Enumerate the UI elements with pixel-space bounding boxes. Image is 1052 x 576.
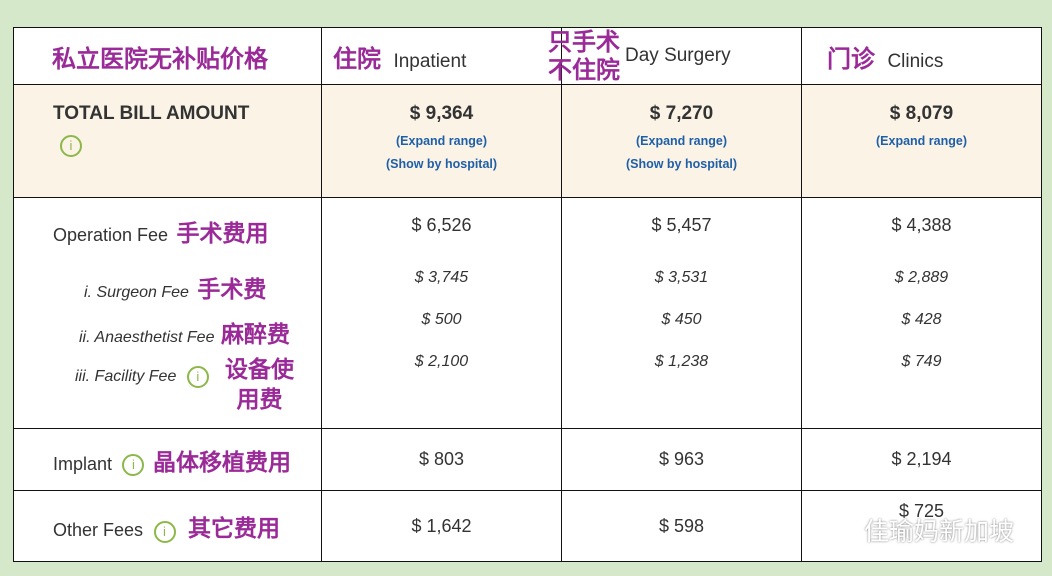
- annotation: 手术费用: [176, 221, 269, 247]
- header-inpatient: 住院 Inpatient: [321, 27, 562, 85]
- row-label: Other Fees: [53, 520, 144, 540]
- fee-value: $ 598: [561, 490, 802, 562]
- fee-value: $ 963: [561, 428, 802, 491]
- other-fees-row: Other Fees i 其它费用 $ 1,642 $ 598 $ 725: [13, 490, 1042, 562]
- info-icon[interactable]: i: [60, 135, 82, 157]
- fee-value: $ 2,194: [801, 428, 1042, 491]
- operation-clinics: $ 4,388 $ 2,889 $ 428 $ 749: [801, 197, 1042, 429]
- sub-value: $ 3,745: [414, 269, 469, 286]
- annotation: 只手术 不住院: [548, 28, 620, 84]
- fee-value: $ 5,457: [651, 215, 712, 235]
- row-label: Implant: [53, 453, 113, 474]
- watermark-text: 佳瑜妈新加坡: [864, 517, 1015, 546]
- operation-row: Operation Fee 手术费用 i. Surgeon Fee 手术费 ii…: [13, 197, 1042, 429]
- sub-value: $ 428: [901, 311, 942, 328]
- implant-row: Implant i 晶体移植费用 $ 803 $ 963 $ 2,194: [13, 428, 1042, 491]
- expand-range-link[interactable]: (Expand range): [636, 134, 727, 148]
- fee-value: $ 803: [321, 428, 562, 491]
- annotation: 麻醉费: [220, 322, 290, 348]
- sub-value: $ 1,238: [654, 353, 709, 370]
- operation-inpatient: $ 6,526 $ 3,745 $ 500 $ 2,100: [321, 197, 562, 429]
- show-by-hospital-link[interactable]: (Show by hospital): [625, 157, 738, 171]
- annotation: 门诊: [827, 44, 875, 73]
- total-row: TOTAL BILL AMOUNT i $ 9,364 (Expand range…: [13, 84, 1042, 198]
- sub-value: $ 450: [661, 311, 702, 328]
- watermark: 佳瑜妈新加坡: [818, 512, 1014, 548]
- operation-label-cell: Operation Fee 手术费用 i. Surgeon Fee 手术费 ii…: [13, 197, 322, 429]
- total-clinics: $ 8,079 (Expand range): [801, 84, 1042, 198]
- fee-value: $ 4,388: [891, 215, 952, 235]
- total-day-surgery: $ 7,270 (Expand range) (Show by hospital): [561, 84, 802, 198]
- total-label-cell: TOTAL BILL AMOUNT i: [13, 84, 322, 198]
- annotation: 其它费用: [187, 516, 280, 542]
- annotation: 晶体移植费用: [152, 449, 291, 476]
- implant-label-cell: Implant i 晶体移植费用: [13, 428, 322, 491]
- fee-value: $ 1,642: [321, 490, 562, 562]
- total-value: $ 9,364: [409, 103, 474, 124]
- sub-label: iii. Facility Fee: [75, 368, 177, 386]
- total-inpatient: $ 9,364 (Expand range) (Show by hospital): [321, 84, 562, 198]
- annotation: 住院: [333, 44, 381, 73]
- operation-day-surgery: $ 5,457 $ 3,531 $ 450 $ 1,238: [561, 197, 802, 429]
- expand-range-link[interactable]: (Expand range): [876, 134, 967, 148]
- row-label: Operation Fee: [53, 225, 169, 245]
- sub-value: $ 3,531: [654, 269, 709, 286]
- sub-label: i. Surgeon Fee: [84, 284, 189, 301]
- sub-value: $ 749: [901, 353, 942, 370]
- expand-range-link[interactable]: (Expand range): [396, 134, 487, 148]
- wechat-icon: [820, 520, 854, 545]
- corner-note: 私立医院无补贴价格: [52, 44, 268, 73]
- other-label-cell: Other Fees i 其它费用: [13, 490, 322, 562]
- header-row: 私立医院无补贴价格 住院 Inpatient 只手术 不住院 Day Surger…: [13, 27, 1042, 85]
- price-table: 私立医院无补贴价格 住院 Inpatient 只手术 不住院 Day Surger…: [13, 27, 1042, 562]
- info-icon[interactable]: i: [153, 520, 176, 543]
- total-label: TOTAL BILL AMOUNT: [53, 103, 250, 124]
- annotation: 手术费: [197, 277, 267, 303]
- total-value: $ 8,079: [889, 103, 954, 124]
- header-day-surgery: 只手术 不住院 Day Surgery: [548, 27, 802, 85]
- annotation: 设备使 用费: [225, 357, 294, 413]
- header-clinics: 门诊 Clinics: [801, 27, 1042, 85]
- show-by-hospital-link[interactable]: (Show by hospital): [385, 157, 498, 171]
- info-icon[interactable]: i: [122, 454, 145, 477]
- header-corner: 私立医院无补贴价格: [13, 27, 322, 85]
- total-value: $ 7,270: [649, 103, 714, 124]
- column-title: Inpatient: [393, 50, 467, 72]
- sub-label: ii. Anaesthetist Fee: [79, 329, 215, 346]
- fee-value: $ 6,526: [411, 215, 472, 235]
- info-icon[interactable]: i: [186, 366, 209, 388]
- sub-value: $ 2,100: [414, 353, 469, 370]
- column-title: Clinics: [887, 50, 944, 72]
- fee-value: $ 725: [801, 490, 1042, 562]
- sub-value: $ 500: [421, 311, 462, 328]
- column-title: Day Surgery: [625, 45, 731, 66]
- sub-value: $ 2,889: [894, 269, 949, 286]
